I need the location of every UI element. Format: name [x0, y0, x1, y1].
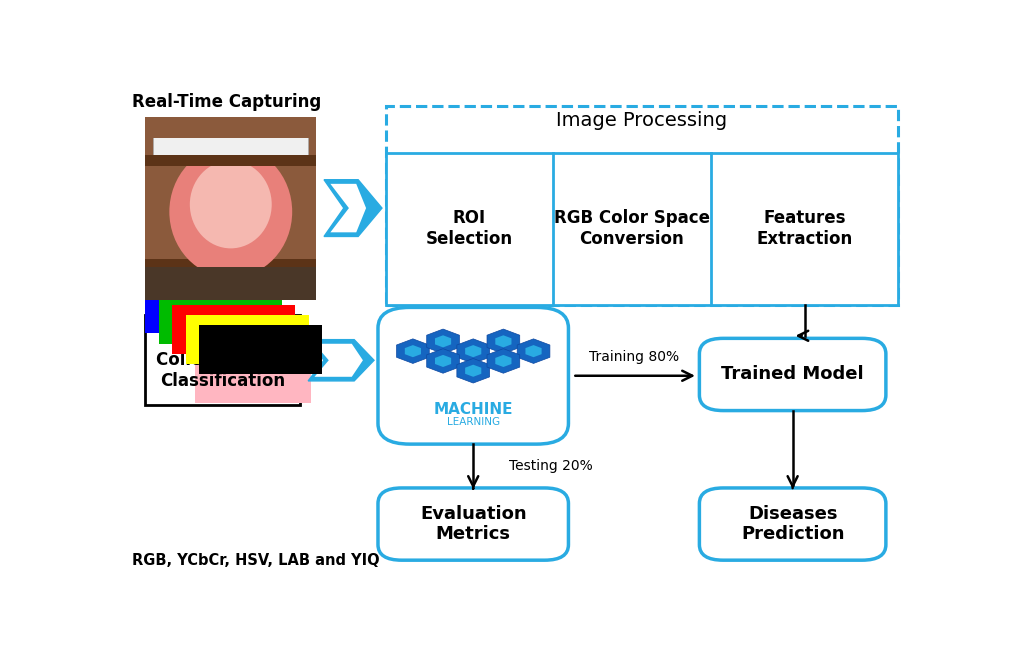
- Polygon shape: [427, 348, 460, 373]
- Bar: [200, 326, 323, 375]
- Polygon shape: [525, 345, 542, 357]
- FancyBboxPatch shape: [699, 338, 886, 411]
- Bar: [196, 354, 310, 403]
- Polygon shape: [457, 339, 489, 363]
- Text: Image Processing: Image Processing: [556, 111, 727, 130]
- Bar: [145, 117, 316, 299]
- Bar: [172, 305, 296, 354]
- Text: Features
Extraction: Features Extraction: [757, 209, 853, 248]
- Text: Trained Model: Trained Model: [721, 365, 864, 383]
- Text: Testing 20%: Testing 20%: [509, 459, 593, 473]
- Text: LEARNING: LEARNING: [446, 417, 500, 427]
- Polygon shape: [517, 339, 550, 363]
- Bar: [159, 295, 282, 344]
- Polygon shape: [435, 335, 452, 348]
- Bar: [186, 315, 309, 364]
- Text: Dataset
Collection and
Classification: Dataset Collection and Classification: [156, 330, 290, 390]
- Text: RGB, YCbCr, HSV, LAB and YIQ: RGB, YCbCr, HSV, LAB and YIQ: [132, 553, 380, 568]
- Polygon shape: [496, 335, 511, 348]
- Polygon shape: [487, 329, 520, 354]
- Polygon shape: [435, 355, 452, 367]
- Text: Diseases
Prediction: Diseases Prediction: [741, 505, 845, 543]
- Bar: [145, 259, 316, 299]
- Bar: [145, 267, 316, 299]
- Ellipse shape: [169, 146, 292, 277]
- Polygon shape: [465, 364, 481, 377]
- Text: Training 80%: Training 80%: [589, 350, 679, 364]
- Polygon shape: [396, 339, 429, 363]
- Polygon shape: [314, 344, 362, 377]
- Polygon shape: [487, 348, 520, 373]
- Text: RGB Color Space
Conversion: RGB Color Space Conversion: [554, 209, 710, 248]
- FancyBboxPatch shape: [378, 488, 568, 560]
- Polygon shape: [404, 345, 421, 357]
- Polygon shape: [324, 180, 382, 237]
- Bar: [386, 153, 898, 305]
- Text: Real-Time Capturing: Real-Time Capturing: [132, 93, 322, 111]
- Bar: [145, 284, 268, 333]
- Polygon shape: [308, 340, 374, 381]
- Polygon shape: [465, 345, 481, 357]
- Bar: [386, 106, 898, 305]
- Polygon shape: [457, 358, 489, 383]
- FancyBboxPatch shape: [378, 308, 568, 444]
- Text: Evaluation
Metrics: Evaluation Metrics: [420, 505, 526, 543]
- Bar: [145, 315, 300, 405]
- FancyBboxPatch shape: [699, 488, 886, 560]
- Bar: [145, 155, 316, 166]
- Text: ROI
Selection: ROI Selection: [426, 209, 513, 248]
- Polygon shape: [331, 184, 367, 232]
- Bar: [145, 117, 316, 139]
- Ellipse shape: [189, 161, 271, 249]
- Polygon shape: [427, 329, 460, 354]
- Polygon shape: [496, 355, 511, 367]
- Text: MACHINE: MACHINE: [433, 401, 513, 417]
- Bar: [154, 129, 308, 162]
